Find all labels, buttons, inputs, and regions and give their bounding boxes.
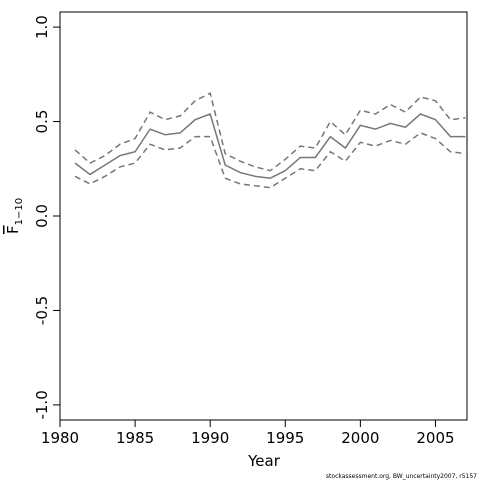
- y-axis-label: F1−10: [4, 198, 25, 234]
- x-tick-label: 1995: [266, 429, 304, 447]
- x-tick-label: 1990: [191, 429, 229, 447]
- x-tick-label: 2005: [416, 429, 454, 447]
- series-line: [74, 113, 466, 179]
- y-tick-label: 1.0: [33, 15, 51, 39]
- x-tick-label: 2000: [341, 429, 379, 447]
- y-tick-label: -1.0: [33, 390, 51, 419]
- y-tick-label: 0.0: [33, 204, 51, 228]
- y-axis-label-subscript: 1−10: [14, 198, 25, 225]
- plot-frame: [59, 11, 468, 421]
- x-axis-label: Year: [247, 452, 281, 470]
- series-line: [74, 132, 466, 189]
- y-tick-label: 0.5: [33, 110, 51, 134]
- y-tick-label: -0.5: [33, 296, 51, 325]
- x-tick-label: 1985: [116, 429, 154, 447]
- footnote: stockassessment.org, BW_uncertainty2007,…: [326, 473, 477, 480]
- x-tick-label: 1980: [41, 429, 79, 447]
- series-line: [74, 92, 466, 172]
- y-axis-label-main: F: [4, 225, 22, 234]
